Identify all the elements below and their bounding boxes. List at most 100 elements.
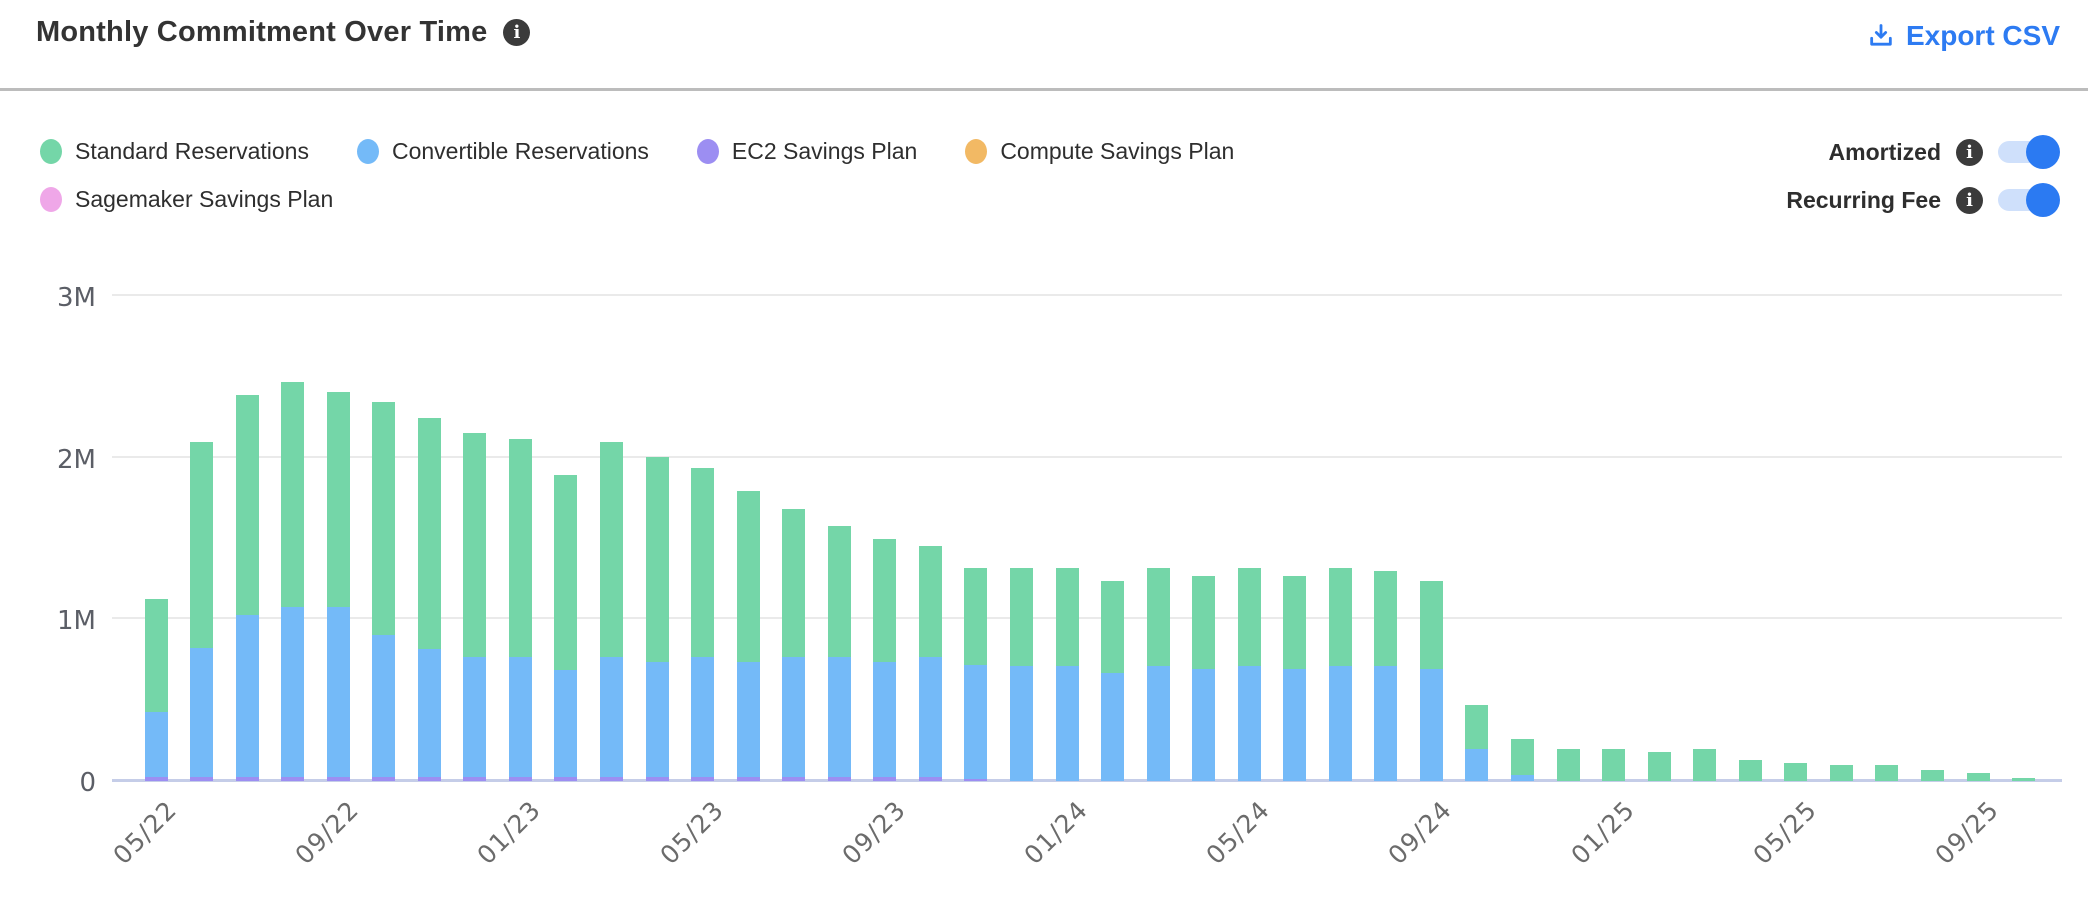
- bar-segment-standard-reservations: [144, 599, 168, 713]
- bar-segment-ec2-savings-plan: [144, 776, 168, 781]
- x-axis-tick: 01/24: [1018, 795, 1094, 870]
- compute-savings-plan-swatch: [965, 139, 988, 164]
- bar-segment-standard-reservations: [417, 418, 441, 650]
- bar-segment-standard-reservations: [554, 474, 578, 671]
- bar-segment-standard-reservations: [372, 401, 396, 635]
- bar-segment-ec2-savings-plan: [736, 776, 760, 781]
- bar-segment-convertible-reservations: [1101, 672, 1125, 781]
- legend-item-standard-reservations[interactable]: Standard Reservations: [40, 138, 309, 165]
- bar-06/23: [736, 220, 760, 781]
- export-csv-button[interactable]: Export CSV: [1867, 20, 2060, 52]
- bar-segment-standard-reservations: [964, 568, 988, 666]
- bar-segment-convertible-reservations: [1009, 666, 1033, 781]
- bar-segment-convertible-reservations: [326, 607, 350, 777]
- legend-row-2: Sagemaker Savings Plan: [40, 186, 333, 213]
- bar-12/24: [1556, 220, 1580, 781]
- legend-label: Sagemaker Savings Plan: [75, 186, 334, 212]
- recurring-fee-toggle[interactable]: [1998, 183, 2060, 217]
- amortized-toggle[interactable]: [1998, 135, 2060, 169]
- bar-segment-standard-reservations: [1875, 764, 1899, 781]
- bar-03/25: [1693, 220, 1717, 781]
- bar-segment-convertible-reservations: [144, 712, 168, 777]
- bar-segment-standard-reservations: [1602, 748, 1626, 781]
- bar-segment-standard-reservations: [827, 526, 851, 658]
- legend-item-ec2-savings-plan[interactable]: EC2 Savings Plan: [696, 138, 917, 165]
- ec2-savings-plan-swatch: [696, 139, 719, 164]
- x-axis-tick: 05/22: [107, 795, 183, 870]
- toggle-knob: [2026, 183, 2060, 217]
- bar-segment-convertible-reservations: [1283, 669, 1307, 781]
- bar-segment-convertible-reservations: [190, 647, 214, 777]
- bar-06/25: [1829, 220, 1853, 781]
- bar-segment-standard-reservations: [1556, 748, 1580, 781]
- bar-05/24: [1237, 220, 1261, 781]
- amortized-info-icon[interactable]: i: [1956, 138, 1983, 166]
- bar-03/23: [600, 220, 623, 781]
- legend-item-convertible-reservations[interactable]: Convertible Reservations: [356, 138, 649, 165]
- export-csv-label: Export CSV: [1905, 20, 2060, 51]
- amortized-label: Amortized: [1828, 138, 1941, 165]
- bar-11/22: [417, 220, 441, 781]
- bar-segment-convertible-reservations: [235, 615, 259, 777]
- bar-segment-standard-reservations: [1283, 575, 1307, 670]
- bar-segment-standard-reservations: [1009, 567, 1033, 667]
- bar-07/24: [1328, 220, 1352, 781]
- bar-12/23: [1009, 220, 1033, 781]
- bar-segment-convertible-reservations: [827, 657, 851, 777]
- bar-segment-convertible-reservations: [281, 607, 305, 777]
- x-axis-tick: 09/23: [836, 795, 912, 870]
- bar-segment-convertible-reservations: [554, 670, 578, 777]
- bar-segment-convertible-reservations: [1465, 748, 1489, 781]
- legend-label: Convertible Reservations: [391, 138, 649, 164]
- bar-12/22: [463, 220, 487, 781]
- bar-segment-convertible-reservations: [782, 657, 806, 777]
- x-axis-tick: 09/24: [1382, 795, 1458, 870]
- bar-segment-ec2-savings-plan: [691, 776, 715, 781]
- bar-segment-ec2-savings-plan: [918, 776, 942, 781]
- legend-item-compute-savings-plan[interactable]: Compute Savings Plan: [965, 138, 1234, 165]
- bar-segment-convertible-reservations: [691, 657, 715, 777]
- bar-segment-ec2-savings-plan: [964, 778, 988, 781]
- bar-segment-ec2-savings-plan: [508, 776, 532, 781]
- title-info-icon[interactable]: i: [503, 19, 531, 46]
- bar-segment-ec2-savings-plan: [281, 776, 305, 781]
- bar-11/24: [1511, 220, 1534, 781]
- chart-header: Monthly Commitment Over Time i: [36, 16, 531, 49]
- bar-09/22: [326, 220, 350, 781]
- bar-segment-standard-reservations: [691, 468, 715, 658]
- bar-04/24: [1192, 220, 1216, 781]
- gridline-1m: [112, 617, 2062, 619]
- bar-02/23: [554, 220, 578, 781]
- recurring-fee-info-icon[interactable]: i: [1956, 186, 1983, 214]
- bar-segment-standard-reservations: [1738, 759, 1762, 781]
- bar-segment-convertible-reservations: [1237, 666, 1261, 781]
- bar-10/22: [372, 220, 396, 781]
- bar-segment-ec2-savings-plan: [417, 776, 441, 781]
- x-axis-tick: 05/24: [1200, 795, 1276, 870]
- x-axis-tick: 01/25: [1565, 795, 1641, 870]
- x-axis-baseline: [112, 779, 2062, 782]
- bar-segment-convertible-reservations: [1192, 669, 1216, 781]
- bar-08/25: [1920, 220, 1944, 781]
- bar-segment-standard-reservations: [1829, 764, 1853, 781]
- legend-item-sagemaker-savings-plan[interactable]: Sagemaker Savings Plan: [40, 186, 333, 213]
- y-axis-tick: 1M: [57, 606, 96, 636]
- bar-segment-standard-reservations: [235, 395, 259, 616]
- bar-segment-standard-reservations: [190, 442, 214, 648]
- bar-segment-ec2-savings-plan: [463, 776, 487, 781]
- bar-segment-standard-reservations: [782, 508, 806, 658]
- bar-09/23: [873, 220, 897, 781]
- bar-segment-convertible-reservations: [918, 657, 942, 777]
- y-axis-tick: 0: [79, 768, 96, 798]
- bar-03/24: [1146, 220, 1170, 781]
- y-axis-tick: 2M: [57, 445, 96, 475]
- bar-segment-convertible-reservations: [1419, 669, 1443, 781]
- bar-segment-ec2-savings-plan: [326, 776, 350, 781]
- bar-10/24: [1465, 220, 1489, 781]
- bar-segment-convertible-reservations: [645, 662, 669, 777]
- bar-07/25: [1875, 220, 1899, 781]
- bar-segment-standard-reservations: [645, 456, 669, 663]
- bar-segment-standard-reservations: [463, 432, 487, 658]
- bar-segment-convertible-reservations: [1374, 666, 1398, 781]
